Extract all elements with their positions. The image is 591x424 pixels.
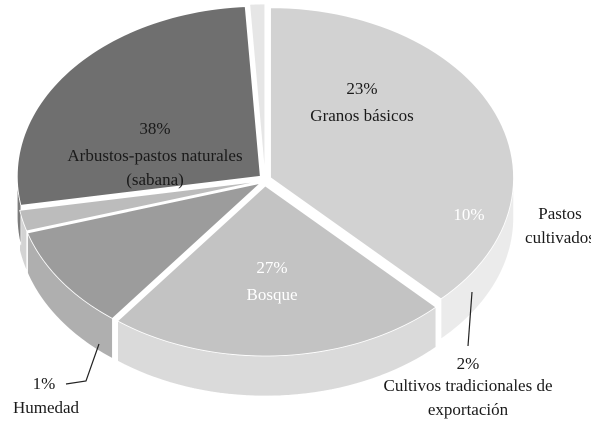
category-label: Granos básicos	[310, 106, 414, 125]
data-label: 2%	[456, 354, 480, 373]
category-label: Arbustos-pastos naturales (sabana)	[67, 146, 243, 189]
data-label: 1%	[32, 374, 56, 393]
category-label: Cultivos tradicionales de exportación	[383, 376, 553, 419]
leader-line	[65, 343, 100, 385]
slice	[19, 180, 260, 232]
data-label: 10%	[453, 205, 485, 224]
data-label: 38%	[139, 119, 171, 138]
data-label: 27%	[256, 258, 288, 277]
slice	[270, 7, 514, 300]
leader-line	[467, 291, 473, 347]
category-label: Pastos cultivados	[525, 204, 591, 247]
data-label: 23%	[346, 79, 378, 98]
slice	[249, 3, 266, 175]
slice	[117, 185, 437, 357]
category-label: Bosque	[246, 285, 298, 304]
slice	[27, 182, 262, 319]
slice	[16, 6, 261, 206]
category-label: Humedad	[12, 398, 80, 417]
